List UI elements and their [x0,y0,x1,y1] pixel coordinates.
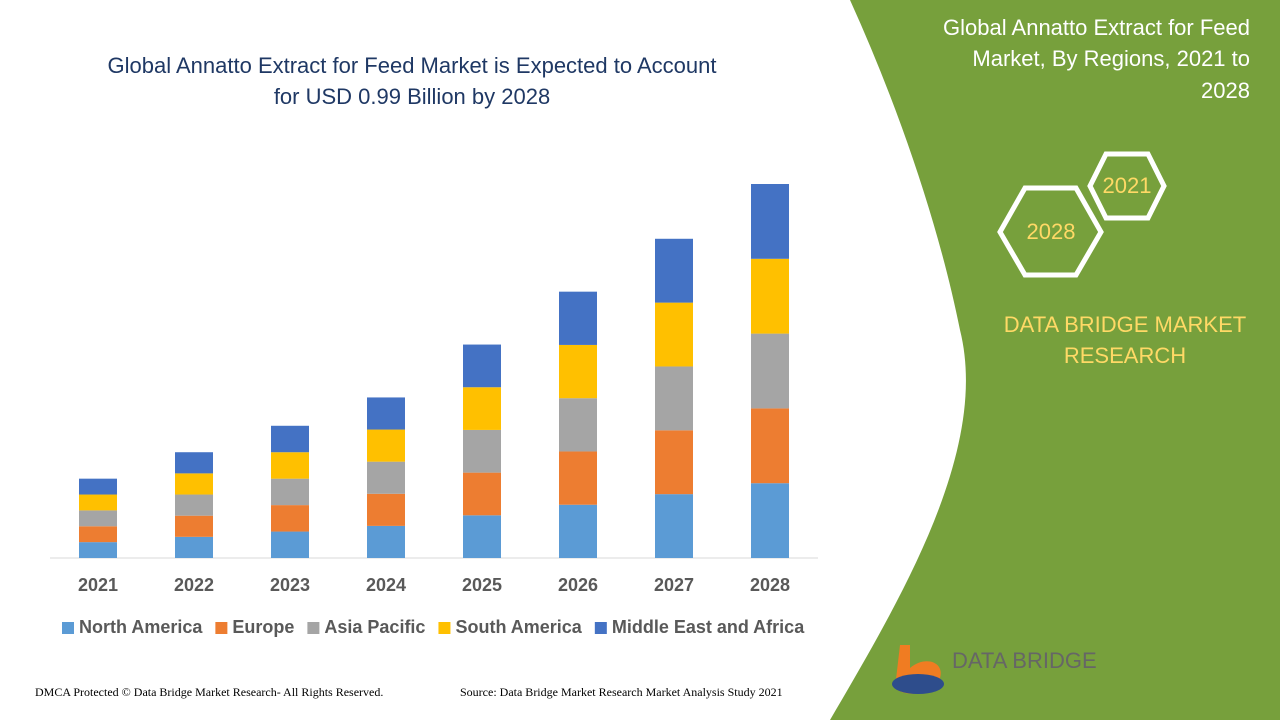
x-tick-label: 2027 [654,575,694,595]
bar-segment [463,472,501,516]
bar-segment [175,515,213,537]
bar-segment [463,429,501,473]
logo-text: DATA BRIDGE [952,648,1097,673]
bar-segment [559,451,597,505]
legend-label: South America [455,617,582,637]
bar-segment [367,429,405,462]
brand: DATA BRIDGE MARKET [1004,312,1246,337]
hexagon [997,185,1104,278]
bar-segment [271,425,309,453]
bar-segment [271,531,309,558]
bar-segment [559,504,597,558]
panel-title: Global Annatto Extract for Feed [943,15,1250,40]
bar-segment [175,536,213,558]
brand: RESEARCH [1064,343,1186,368]
bar-segment [655,494,693,558]
hexagon [1087,151,1167,221]
legend-swatch [215,622,228,634]
bar-segment [463,387,501,430]
bar-segment [559,344,597,399]
bar-segment [751,483,789,558]
legend-label: North America [79,617,203,637]
bar-segment [751,408,789,484]
bar-segment [559,398,597,452]
chart-title: for USD 0.99 Billion by 2028 [274,84,550,109]
bar-segment [271,452,309,479]
legend-swatch [307,622,320,634]
x-tick-label: 2028 [750,575,790,595]
x-tick-label: 2024 [366,575,406,595]
bar-segment [367,461,405,494]
legend-swatch [438,622,451,634]
legend-swatch [594,622,607,634]
bar-segment [79,510,117,527]
bar-segment [463,515,501,558]
bar-segment [79,542,117,558]
bar-segment [175,494,213,516]
legend-label: Europe [232,617,294,637]
logo-mark [892,674,944,694]
bar-segment [751,333,789,409]
bar-segment [175,473,213,495]
x-tick-label: 2023 [270,575,310,595]
bar-segment [79,494,117,511]
hex-label: 2028 [1027,219,1076,244]
logo: DATA BRIDGE [892,645,1097,694]
bar-segment [79,478,117,495]
footer-source: Source: Data Bridge Market Research Mark… [460,685,783,699]
bar-segment [367,397,405,430]
bar-segment [271,505,309,532]
bar-segment [559,291,597,345]
legend-label: Asia Pacific [324,617,425,637]
bar-segment [271,478,309,506]
bar-segment [367,493,405,526]
bar-segment [751,258,789,334]
panel-title: Market, By Regions, 2021 to [972,46,1250,71]
bar-segment [655,238,693,303]
footer-copyright: DMCA Protected © Data Bridge Market Rese… [35,685,383,699]
bar-segment [655,302,693,367]
bar-segment [367,525,405,558]
x-tick-label: 2021 [78,575,118,595]
green-panel [830,0,1280,720]
bar-segment [655,430,693,495]
chart-title: Global Annatto Extract for Feed Market i… [108,53,717,78]
x-tick-label: 2022 [174,575,214,595]
bar-segment [463,344,501,388]
bar-segment [175,452,213,474]
bar-segment [751,184,789,259]
bar-segment [79,526,117,543]
legend-label: Middle East and Africa [612,617,805,637]
bar-segment [655,366,693,431]
legend-swatch [62,622,74,634]
hex-label: 2021 [1103,173,1152,198]
x-tick-label: 2025 [462,575,502,595]
panel-title: 2028 [1201,78,1250,103]
x-tick-label: 2026 [558,575,598,595]
